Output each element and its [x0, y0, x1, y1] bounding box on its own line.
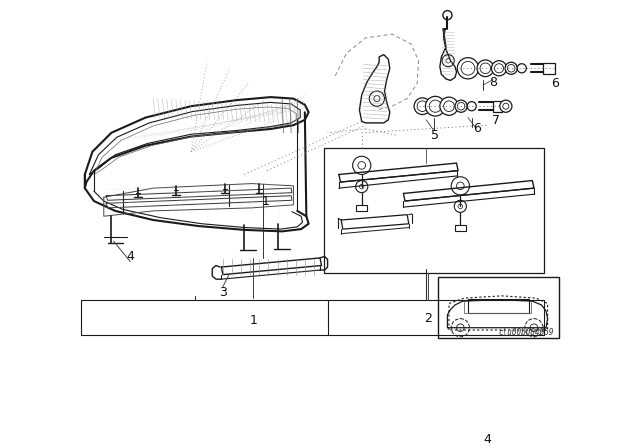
Circle shape	[500, 100, 512, 112]
Circle shape	[477, 60, 493, 77]
Circle shape	[417, 101, 428, 112]
Circle shape	[374, 95, 380, 102]
Circle shape	[503, 103, 509, 109]
Circle shape	[451, 177, 470, 195]
Circle shape	[480, 63, 491, 73]
Circle shape	[356, 181, 368, 193]
Circle shape	[451, 319, 470, 337]
Text: 7: 7	[492, 114, 500, 127]
Bar	[455, 224, 466, 231]
Bar	[543, 63, 555, 73]
Bar	[438, 277, 559, 338]
Circle shape	[458, 58, 479, 79]
Text: 2: 2	[424, 312, 431, 325]
Text: 4: 4	[127, 250, 134, 263]
Text: 1: 1	[262, 194, 269, 207]
Circle shape	[492, 60, 507, 76]
Text: 1: 1	[250, 314, 257, 327]
Text: c\u00b084059: c\u00b084059	[498, 327, 554, 336]
Text: 8: 8	[489, 76, 497, 89]
Circle shape	[353, 156, 371, 174]
Circle shape	[443, 11, 452, 20]
Circle shape	[444, 101, 454, 112]
Circle shape	[429, 100, 442, 112]
Circle shape	[446, 58, 451, 63]
Bar	[493, 101, 502, 112]
Text: 6: 6	[473, 122, 481, 135]
Circle shape	[505, 62, 517, 74]
Circle shape	[360, 184, 364, 189]
Circle shape	[525, 319, 543, 337]
Circle shape	[508, 65, 515, 72]
Bar	[356, 205, 367, 211]
Circle shape	[455, 100, 467, 112]
Circle shape	[440, 97, 458, 115]
Text: 5: 5	[431, 129, 439, 142]
Circle shape	[467, 102, 476, 111]
Circle shape	[461, 61, 475, 75]
Circle shape	[517, 64, 526, 73]
Text: 3: 3	[219, 285, 227, 298]
Circle shape	[414, 98, 431, 115]
Circle shape	[458, 204, 463, 209]
Circle shape	[369, 91, 385, 106]
Circle shape	[495, 64, 504, 73]
Circle shape	[530, 324, 538, 332]
Circle shape	[456, 182, 464, 190]
Text: 4: 4	[484, 434, 492, 447]
Text: 6: 6	[551, 77, 559, 90]
Circle shape	[456, 324, 464, 332]
Circle shape	[358, 162, 365, 169]
Bar	[468, 299, 529, 313]
Circle shape	[442, 55, 454, 67]
Circle shape	[458, 103, 465, 110]
Circle shape	[454, 200, 467, 212]
Circle shape	[426, 96, 445, 116]
